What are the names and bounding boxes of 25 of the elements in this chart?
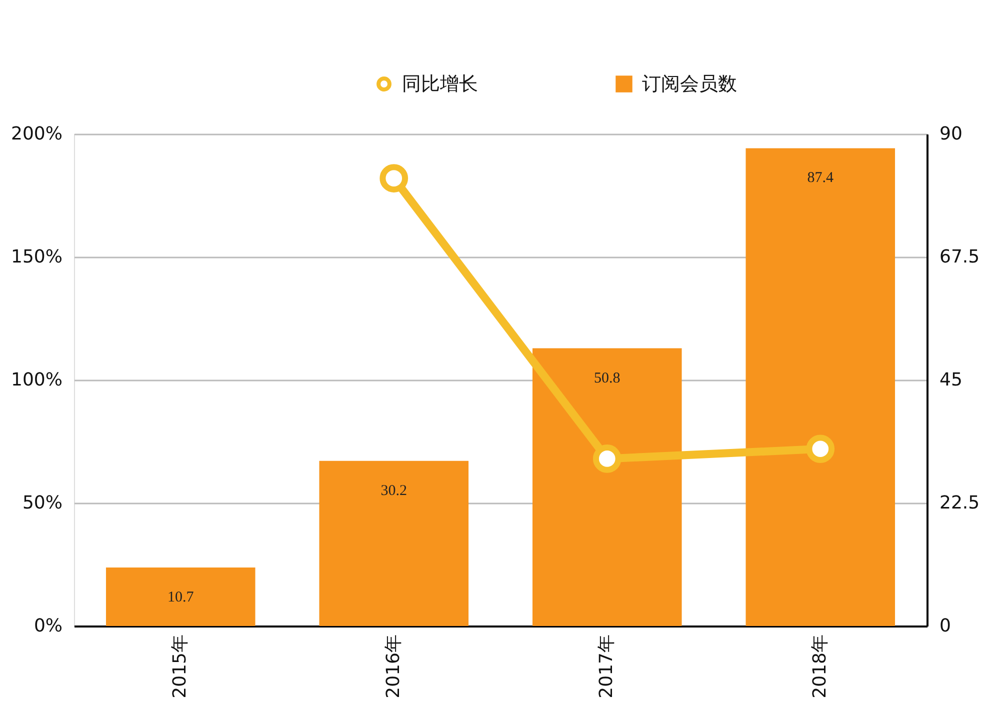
point [592,444,622,473]
y2-tick-label: 90 [940,124,962,144]
y-tick-label: 100% [11,370,62,390]
y2-tick-label: 0 [940,616,951,636]
x-tick-label: 2017年 [596,634,618,698]
y2-tick-label: 67.5 [940,246,980,268]
point [806,434,835,464]
x-tick-label: 2016年 [382,634,404,698]
legend-label: 同比增长 [402,73,478,95]
data-label: 50.8 [594,370,620,386]
x-tick-label: 2015年 [170,634,191,698]
bar [106,568,256,626]
y-tick-label: 150% [11,246,62,268]
data-label: 30.2 [380,482,407,499]
legend-label: 订阅会员数 [642,73,737,95]
bar [319,460,469,626]
y-tick-label: 50% [22,492,62,514]
y-tick-label: 200% [11,124,62,144]
y2-tick-label: 22.5 [940,492,980,514]
data-label: 10.7 [168,590,194,606]
y-tick-label: 0% [34,616,62,636]
point [380,164,408,192]
y2-tick-label: 45 [940,370,962,390]
data-label: 87.4 [807,170,834,186]
x-tick-label: 2018年 [809,634,830,698]
